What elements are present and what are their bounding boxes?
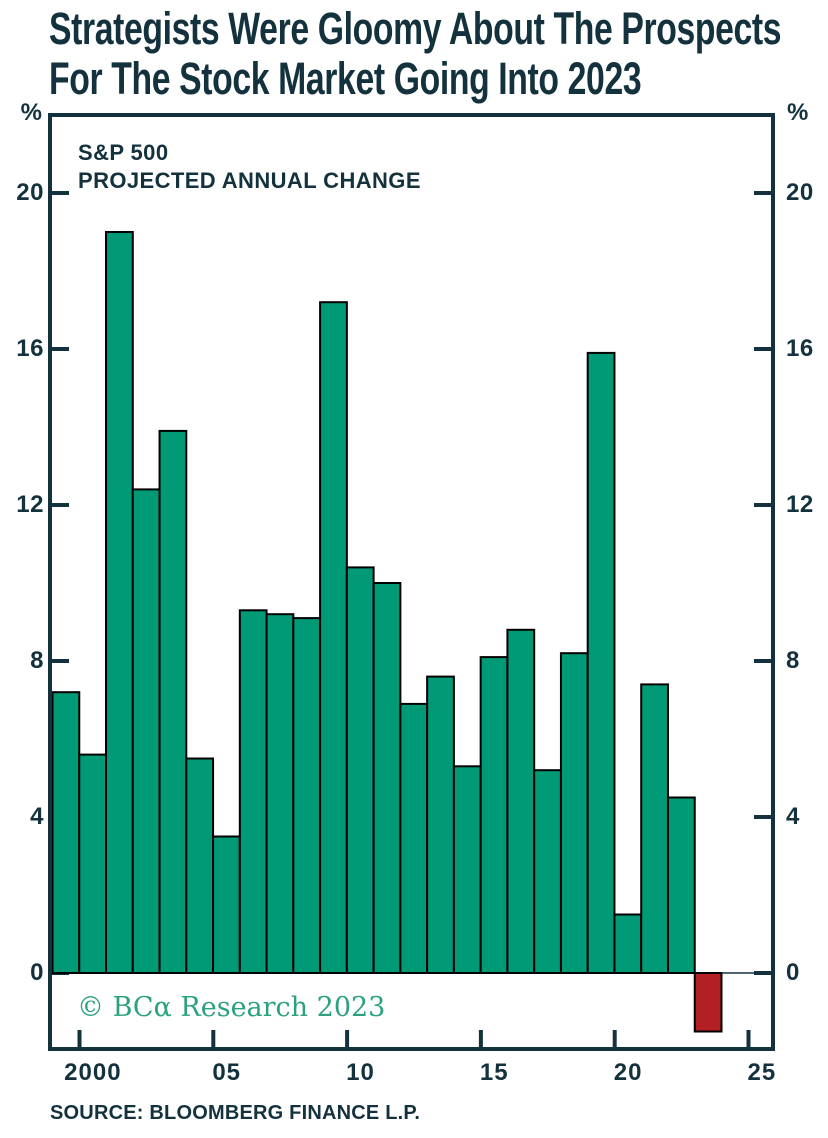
- bar-2011: [372, 582, 402, 974]
- y-axis-unit-left: %: [20, 99, 42, 126]
- bar-2005: [212, 835, 241, 974]
- bar-2002: [131, 488, 161, 974]
- bar-2007: [265, 613, 295, 974]
- bar-2012: [399, 702, 429, 975]
- x-axis-label-2000: 2000: [64, 1059, 122, 1086]
- bar-2019: [586, 351, 616, 974]
- x-axis-label-2005: 05: [212, 1059, 242, 1086]
- bar-2006: [238, 609, 268, 974]
- series-label-line2: PROJECTED ANNUAL CHANGE: [78, 168, 421, 193]
- bar-2023: [693, 972, 723, 1033]
- bar-2003: [158, 429, 188, 974]
- source-note: SOURCE: BLOOMBERG FINANCE L.P.: [50, 1102, 421, 1124]
- bar-2015: [479, 656, 509, 974]
- y-axis-label-right-12: 12: [786, 491, 814, 518]
- y-axis-label-left-4: 4: [30, 803, 44, 830]
- bar-2013: [426, 675, 455, 974]
- x-axis-label-2010: 10: [346, 1059, 375, 1086]
- x-axis-label-2020: 20: [613, 1059, 643, 1086]
- y-axis-label-left-16: 16: [16, 335, 44, 362]
- page-title-line1: Strategists Were Gloomy About The Prospe…: [49, 3, 782, 54]
- bar-1999: [51, 691, 81, 974]
- bar-2021: [640, 683, 669, 975]
- page-title: Strategists Were Gloomy About The Prospe…: [49, 3, 782, 104]
- bar-2008: [292, 617, 322, 974]
- bar-2014: [452, 765, 482, 974]
- bar-2020: [613, 913, 643, 974]
- series-label-line1: S&P 500: [78, 140, 169, 165]
- series-label: S&P 500 PROJECTED ANNUAL CHANGE: [78, 139, 421, 195]
- y-axis-label-left-12: 12: [16, 491, 44, 518]
- y-axis-unit-right: %: [787, 99, 809, 126]
- x-axis-label-2015: 15: [479, 1059, 509, 1086]
- chart-frame: [48, 113, 775, 1051]
- y-axis-label-right-20: 20: [786, 179, 814, 206]
- bar-2018: [559, 652, 589, 974]
- y-axis-label-left-20: 20: [16, 179, 44, 206]
- bar-2017: [533, 769, 562, 975]
- y-axis-label-right-4: 4: [786, 803, 800, 830]
- watermark: © BCα Research 2023: [77, 992, 386, 1023]
- bar-2009: [319, 301, 348, 974]
- bar-2000: [78, 753, 108, 974]
- y-axis-label-left-8: 8: [30, 647, 44, 674]
- y-axis-label-right-8: 8: [786, 647, 800, 674]
- bar-2004: [185, 757, 215, 974]
- y-axis-label-right-16: 16: [786, 335, 814, 362]
- y-axis-label-left-0: 0: [30, 959, 44, 986]
- bar-chart: [48, 113, 775, 1051]
- bar-2001: [105, 231, 134, 974]
- page-title-line2: For The Stock Market Going Into 2023: [49, 53, 642, 104]
- y-axis-label-right-0: 0: [786, 959, 800, 986]
- bar-2016: [506, 628, 536, 974]
- bar-2022: [666, 796, 696, 974]
- bar-2010: [345, 566, 375, 974]
- x-axis-label-2025: 25: [747, 1059, 777, 1086]
